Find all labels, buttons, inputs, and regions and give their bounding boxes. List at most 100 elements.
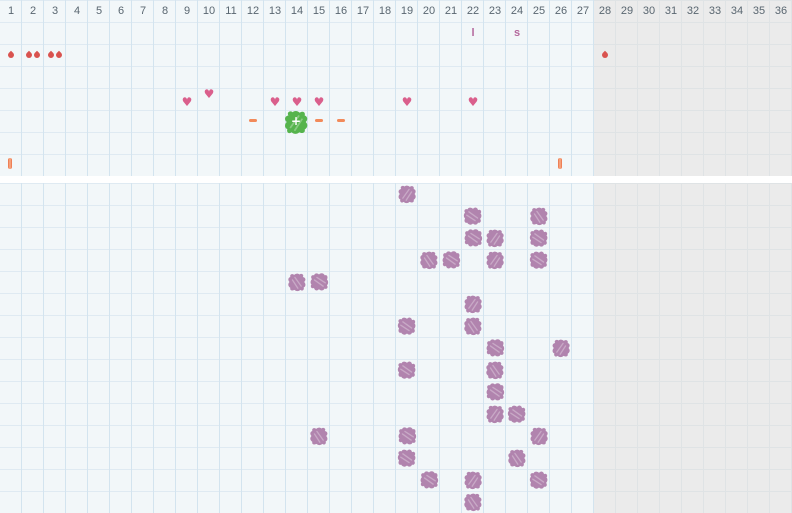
day-header-cell[interactable]: 32	[686, 5, 700, 17]
temperature-section[interactable]	[0, 183, 792, 513]
day-column[interactable]	[330, 0, 352, 176]
day-column[interactable]	[528, 183, 550, 513]
day-column[interactable]	[660, 183, 682, 513]
day-column[interactable]	[682, 183, 704, 513]
day-column[interactable]	[418, 0, 440, 176]
day-column[interactable]	[440, 183, 462, 513]
day-column[interactable]	[110, 0, 132, 176]
day-column[interactable]	[264, 0, 286, 176]
day-header-cell[interactable]: 23	[488, 5, 502, 17]
day-column[interactable]	[0, 0, 22, 176]
day-column[interactable]	[132, 183, 154, 513]
day-column[interactable]	[308, 0, 330, 176]
day-column[interactable]	[220, 0, 242, 176]
day-column[interactable]	[286, 183, 308, 513]
day-column[interactable]	[682, 0, 704, 176]
day-column[interactable]	[88, 0, 110, 176]
day-column[interactable]	[660, 0, 682, 176]
day-header-cell[interactable]: 34	[730, 5, 744, 17]
day-column[interactable]	[264, 183, 286, 513]
day-column[interactable]	[44, 0, 66, 176]
day-column[interactable]	[66, 183, 88, 513]
day-header-cell[interactable]: 1	[7, 5, 15, 17]
day-column[interactable]	[638, 0, 660, 176]
day-column[interactable]	[440, 0, 462, 176]
day-column[interactable]	[242, 183, 264, 513]
day-column[interactable]	[198, 183, 220, 513]
day-header-cell[interactable]: 29	[620, 5, 634, 17]
day-column[interactable]	[308, 183, 330, 513]
day-column[interactable]	[176, 183, 198, 513]
day-column[interactable]	[594, 183, 616, 513]
day-header-cell[interactable]: 28	[598, 5, 612, 17]
day-header-cell[interactable]: 12	[246, 5, 260, 17]
day-column[interactable]	[418, 183, 440, 513]
day-header-cell[interactable]: 3	[51, 5, 59, 17]
day-column[interactable]	[770, 0, 792, 176]
day-column[interactable]	[374, 0, 396, 176]
day-header-cell[interactable]: 4	[73, 5, 81, 17]
day-header-cell[interactable]: 7	[139, 5, 147, 17]
day-column[interactable]	[638, 183, 660, 513]
day-column[interactable]	[352, 183, 374, 513]
day-header-cell[interactable]: 24	[510, 5, 524, 17]
day-column[interactable]	[616, 0, 638, 176]
day-column[interactable]	[110, 183, 132, 513]
day-column[interactable]	[330, 183, 352, 513]
day-header-cell[interactable]: 13	[268, 5, 282, 17]
day-column[interactable]	[770, 183, 792, 513]
day-column[interactable]	[550, 183, 572, 513]
day-header-cell[interactable]: 33	[708, 5, 722, 17]
day-column[interactable]	[22, 0, 44, 176]
day-column[interactable]	[506, 183, 528, 513]
day-column[interactable]	[704, 0, 726, 176]
day-header-cell[interactable]: 20	[422, 5, 436, 17]
day-column[interactable]	[704, 183, 726, 513]
day-column[interactable]	[66, 0, 88, 176]
day-header-cell[interactable]: 2	[29, 5, 37, 17]
day-header-cell[interactable]: 22	[466, 5, 480, 17]
day-column[interactable]	[726, 0, 748, 176]
day-column[interactable]	[726, 183, 748, 513]
day-column[interactable]	[198, 0, 220, 176]
day-column[interactable]	[572, 183, 594, 513]
day-column[interactable]	[242, 0, 264, 176]
day-column[interactable]	[132, 0, 154, 176]
day-column[interactable]	[528, 0, 550, 176]
day-header-cell[interactable]: 26	[554, 5, 568, 17]
day-column[interactable]	[22, 183, 44, 513]
day-header-cell[interactable]: 35	[752, 5, 766, 17]
day-column[interactable]	[374, 183, 396, 513]
day-column[interactable]	[176, 0, 198, 176]
day-column[interactable]	[462, 0, 484, 176]
day-header-cell[interactable]: 31	[664, 5, 678, 17]
day-column[interactable]	[616, 183, 638, 513]
day-column[interactable]	[44, 183, 66, 513]
day-column[interactable]	[286, 0, 308, 176]
day-column[interactable]	[484, 0, 506, 176]
day-header-cell[interactable]: 30	[642, 5, 656, 17]
day-column[interactable]	[550, 0, 572, 176]
day-column[interactable]	[572, 0, 594, 176]
day-header-cell[interactable]: 15	[312, 5, 326, 17]
day-header-cell[interactable]: 25	[532, 5, 546, 17]
day-column[interactable]	[220, 183, 242, 513]
day-column[interactable]	[748, 0, 770, 176]
day-column[interactable]	[462, 183, 484, 513]
day-column[interactable]	[352, 0, 374, 176]
day-header-cell[interactable]: 10	[202, 5, 216, 17]
day-column[interactable]	[88, 183, 110, 513]
day-column[interactable]	[484, 183, 506, 513]
day-column[interactable]	[154, 183, 176, 513]
day-column[interactable]	[154, 0, 176, 176]
day-header-cell[interactable]: 19	[400, 5, 414, 17]
day-header-cell[interactable]: 5	[95, 5, 103, 17]
day-header-cell[interactable]: 27	[576, 5, 590, 17]
day-header-cell[interactable]: 14	[290, 5, 304, 17]
day-column[interactable]	[396, 0, 418, 176]
day-header-cell[interactable]: 11	[225, 5, 237, 17]
day-column[interactable]	[748, 183, 770, 513]
day-column[interactable]	[0, 183, 22, 513]
top-section[interactable]: 1 2 3 4 5 6 7 8 9 10 11 12 13 14 15 16 17 18 19 20 21 22 23 24 2…	[0, 0, 792, 176]
day-header-cell[interactable]: 17	[356, 5, 370, 17]
